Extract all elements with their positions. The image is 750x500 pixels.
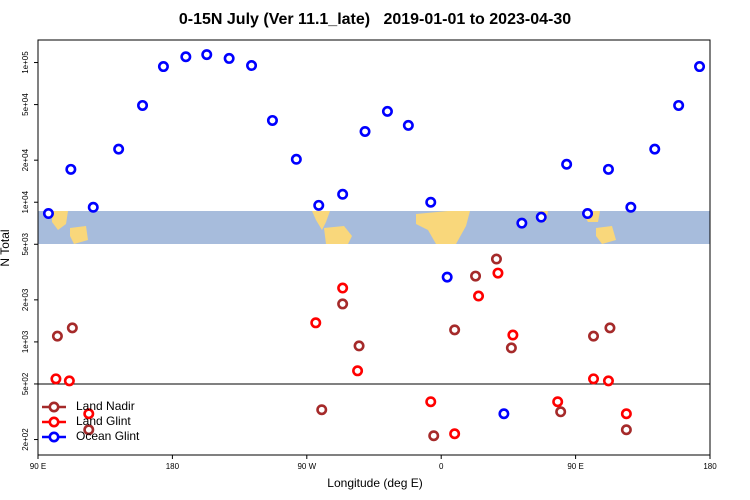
y-tick-label: 5e+03 — [21, 232, 30, 255]
legend-label: Land Nadir — [76, 399, 135, 413]
point — [313, 199, 325, 211]
point — [473, 290, 485, 302]
point — [602, 163, 614, 175]
point — [602, 375, 614, 387]
y-tick-label: 2e+02 — [21, 428, 30, 451]
y-tick-label: 5e+02 — [21, 372, 30, 395]
point — [552, 396, 564, 408]
x-tick-label: 90 E — [567, 462, 583, 471]
point — [449, 324, 461, 336]
point — [470, 270, 482, 282]
point — [649, 143, 661, 155]
plot-frame — [37, 39, 711, 456]
point — [604, 322, 616, 334]
point — [352, 365, 364, 377]
point — [65, 163, 77, 175]
point — [337, 282, 349, 294]
y-tick-label: 1e+05 — [21, 51, 30, 74]
x-tick-label: 0 — [439, 462, 444, 471]
point — [337, 188, 349, 200]
point — [425, 196, 437, 208]
point — [588, 330, 600, 342]
point — [516, 217, 528, 229]
point — [620, 408, 632, 420]
point — [498, 408, 510, 420]
point — [588, 373, 600, 385]
point — [425, 396, 437, 408]
map-strip — [38, 211, 710, 244]
point — [449, 428, 461, 440]
point — [137, 99, 149, 111]
point — [223, 52, 235, 64]
point — [492, 267, 504, 279]
legend-marker — [48, 401, 60, 413]
point — [402, 119, 414, 131]
y-tick-label: 2e+04 — [21, 148, 30, 171]
y-tick-label: 1e+03 — [21, 330, 30, 353]
x-axis-label: Longitude (deg E) — [327, 476, 422, 490]
point — [555, 406, 567, 418]
legend-label: Ocean Glint — [76, 429, 140, 443]
point — [582, 208, 594, 220]
point — [87, 201, 99, 213]
point — [694, 61, 706, 73]
point — [63, 375, 75, 387]
point — [507, 329, 519, 341]
point — [246, 60, 258, 72]
y-tick-label: 1e+04 — [21, 190, 30, 213]
point — [359, 125, 371, 137]
x-tick-label: 90 W — [297, 462, 316, 471]
point — [381, 105, 393, 117]
point — [441, 271, 453, 283]
y-axis-label: N Total — [0, 229, 12, 266]
point — [51, 330, 63, 342]
y-tick-label: 5e+04 — [21, 93, 30, 116]
point — [353, 340, 365, 352]
point — [290, 153, 302, 165]
legend-marker — [48, 431, 60, 443]
x-tick-label: 180 — [166, 462, 180, 471]
point — [428, 430, 440, 442]
point — [625, 201, 637, 213]
legend-label: Land Glint — [76, 414, 131, 428]
point — [337, 298, 349, 310]
point — [673, 99, 685, 111]
point — [316, 404, 328, 416]
point — [505, 342, 517, 354]
point — [42, 208, 54, 220]
point — [50, 373, 62, 385]
point — [157, 61, 169, 73]
point — [113, 143, 125, 155]
x-tick-label: 90 E — [30, 462, 46, 471]
point — [490, 253, 502, 265]
legend-marker — [48, 416, 60, 428]
point — [561, 158, 573, 170]
point — [66, 322, 78, 334]
point — [180, 51, 192, 63]
x-tick-label: 180 — [703, 462, 717, 471]
point — [83, 424, 95, 436]
point — [266, 114, 278, 126]
point — [310, 317, 322, 329]
chart-title: 0-15N July (Ver 11.1_late) 2019-01-01 to… — [179, 11, 571, 28]
point — [620, 424, 632, 436]
y-tick-label: 2e+03 — [21, 288, 30, 311]
point — [83, 408, 95, 420]
point — [201, 49, 213, 61]
point — [535, 211, 547, 223]
